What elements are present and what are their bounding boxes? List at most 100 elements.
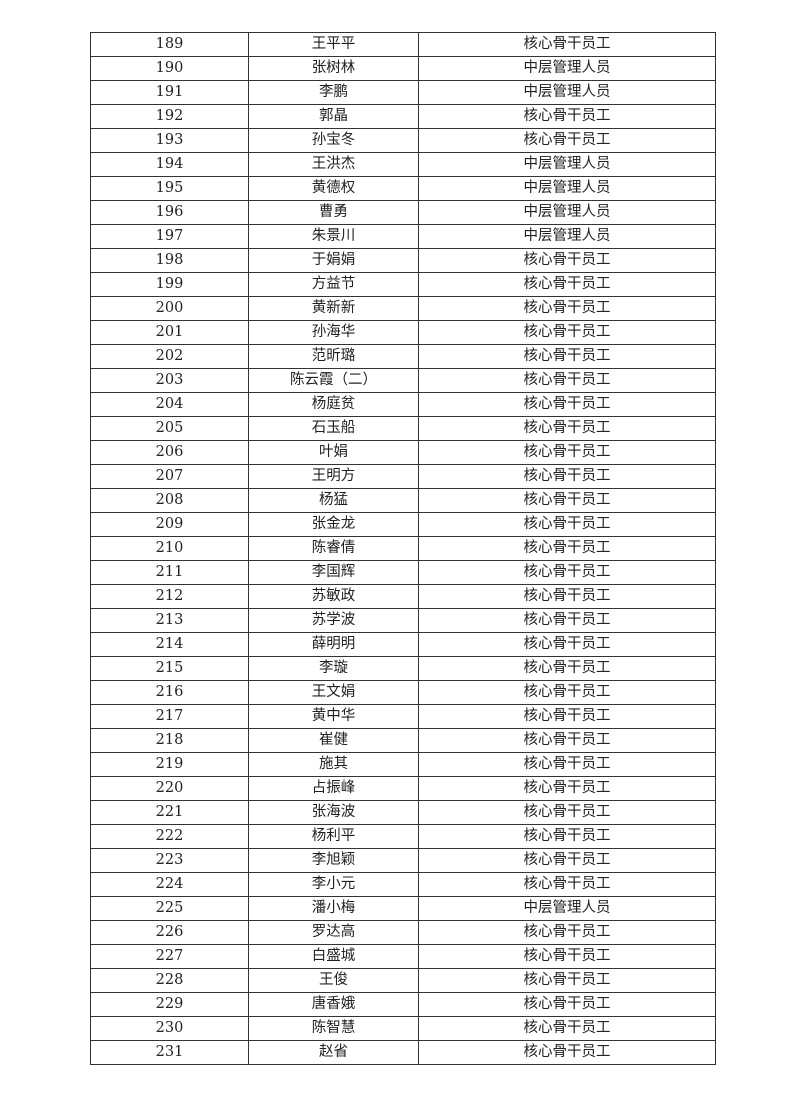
employee-category: 核心骨干员工 <box>418 992 716 1017</box>
employee-name: 薛明明 <box>248 632 419 657</box>
table-row: 193 孙宝冬 核心骨干员工 <box>90 128 716 153</box>
employee-name: 罗达高 <box>248 920 419 945</box>
employee-category: 核心骨干员工 <box>418 128 716 153</box>
employee-name: 王明方 <box>248 464 419 489</box>
table-row: 206 叶娟 核心骨干员工 <box>90 440 716 465</box>
employee-name: 方益节 <box>248 272 419 297</box>
row-number: 203 <box>90 368 249 393</box>
table-row: 222 杨利平 核心骨干员工 <box>90 824 716 849</box>
employee-category: 核心骨干员工 <box>418 296 716 321</box>
employee-category: 中层管理人员 <box>418 56 716 81</box>
employee-name: 石玉船 <box>248 416 419 441</box>
employee-category: 核心骨干员工 <box>418 368 716 393</box>
employee-name: 张树林 <box>248 56 419 81</box>
row-number: 200 <box>90 296 249 321</box>
table-row: 196 曹勇 中层管理人员 <box>90 200 716 225</box>
employee-category: 核心骨干员工 <box>418 800 716 825</box>
employee-name: 王洪杰 <box>248 152 419 177</box>
row-number: 221 <box>90 800 249 825</box>
row-number: 216 <box>90 680 249 705</box>
row-number: 223 <box>90 848 249 873</box>
employee-name: 杨猛 <box>248 488 419 513</box>
row-number: 208 <box>90 488 249 513</box>
employee-name: 叶娟 <box>248 440 419 465</box>
table-row: 223 李旭颖 核心骨干员工 <box>90 848 716 873</box>
table-body: 189 王平平 核心骨干员工 190 张树林 中层管理人员 191 李鹏 中层管理人员 192 郭晶… <box>90 32 716 1065</box>
table-row: 208 杨猛 核心骨干员工 <box>90 488 716 513</box>
row-number: 210 <box>90 536 249 561</box>
table-row: 216 王文娟 核心骨干员工 <box>90 680 716 705</box>
employee-category: 中层管理人员 <box>418 224 716 249</box>
employee-name: 王俊 <box>248 968 419 993</box>
employee-name: 张海波 <box>248 800 419 825</box>
row-number: 222 <box>90 824 249 849</box>
row-number: 218 <box>90 728 249 753</box>
table-row: 210 陈睿倩 核心骨干员工 <box>90 536 716 561</box>
table-row: 204 杨庭贫 核心骨干员工 <box>90 392 716 417</box>
employee-name: 唐香娥 <box>248 992 419 1017</box>
employee-category: 核心骨干员工 <box>418 344 716 369</box>
employee-category: 核心骨干员工 <box>418 776 716 801</box>
row-number: 194 <box>90 152 249 177</box>
row-number: 220 <box>90 776 249 801</box>
row-number: 217 <box>90 704 249 729</box>
table-row: 207 王明方 核心骨干员工 <box>90 464 716 489</box>
row-number: 228 <box>90 968 249 993</box>
employee-category: 核心骨干员工 <box>418 656 716 681</box>
table-row: 230 陈智慧 核心骨干员工 <box>90 1016 716 1041</box>
employee-name: 施其 <box>248 752 419 777</box>
row-number: 206 <box>90 440 249 465</box>
row-number: 212 <box>90 584 249 609</box>
employee-name: 王平平 <box>248 32 419 57</box>
employee-category: 核心骨干员工 <box>418 1040 716 1065</box>
employee-name: 陈睿倩 <box>248 536 419 561</box>
employee-table: 189 王平平 核心骨干员工 190 张树林 中层管理人员 191 李鹏 中层管理人员 192 郭晶… <box>90 32 716 1065</box>
row-number: 190 <box>90 56 249 81</box>
table-row: 190 张树林 中层管理人员 <box>90 56 716 81</box>
table-row: 220 占振峰 核心骨干员工 <box>90 776 716 801</box>
employee-category: 核心骨干员工 <box>418 272 716 297</box>
row-number: 230 <box>90 1016 249 1041</box>
employee-name: 赵省 <box>248 1040 419 1065</box>
employee-name: 范昕璐 <box>248 344 419 369</box>
employee-category: 中层管理人员 <box>418 200 716 225</box>
employee-category: 核心骨干员工 <box>418 848 716 873</box>
employee-category: 中层管理人员 <box>418 176 716 201</box>
table-row: 198 于娟娟 核心骨干员工 <box>90 248 716 273</box>
employee-category: 核心骨干员工 <box>418 944 716 969</box>
row-number: 196 <box>90 200 249 225</box>
employee-category: 中层管理人员 <box>418 152 716 177</box>
employee-category: 核心骨干员工 <box>418 560 716 585</box>
table-row: 213 苏学波 核心骨干员工 <box>90 608 716 633</box>
table-row: 201 孙海华 核心骨干员工 <box>90 320 716 345</box>
employee-category: 核心骨干员工 <box>418 512 716 537</box>
table-row: 205 石玉船 核心骨干员工 <box>90 416 716 441</box>
employee-category: 核心骨干员工 <box>418 392 716 417</box>
table-row: 211 李国辉 核心骨干员工 <box>90 560 716 585</box>
row-number: 231 <box>90 1040 249 1065</box>
employee-name: 张金龙 <box>248 512 419 537</box>
row-number: 205 <box>90 416 249 441</box>
row-number: 202 <box>90 344 249 369</box>
table-row: 227 白盛城 核心骨干员工 <box>90 944 716 969</box>
employee-category: 核心骨干员工 <box>418 416 716 441</box>
employee-category: 核心骨干员工 <box>418 920 716 945</box>
employee-name: 陈智慧 <box>248 1016 419 1041</box>
employee-name: 杨利平 <box>248 824 419 849</box>
row-number: 213 <box>90 608 249 633</box>
table-row: 221 张海波 核心骨干员工 <box>90 800 716 825</box>
row-number: 215 <box>90 656 249 681</box>
table-row: 224 李小元 核心骨干员工 <box>90 872 716 897</box>
row-number: 199 <box>90 272 249 297</box>
row-number: 229 <box>90 992 249 1017</box>
row-number: 227 <box>90 944 249 969</box>
employee-name: 崔健 <box>248 728 419 753</box>
employee-name: 李旭颖 <box>248 848 419 873</box>
employee-category: 核心骨干员工 <box>418 752 716 777</box>
row-number: 191 <box>90 80 249 105</box>
table-row: 212 苏敏政 核心骨干员工 <box>90 584 716 609</box>
row-number: 195 <box>90 176 249 201</box>
table-row: 228 王俊 核心骨干员工 <box>90 968 716 993</box>
employee-name: 李国辉 <box>248 560 419 585</box>
row-number: 207 <box>90 464 249 489</box>
